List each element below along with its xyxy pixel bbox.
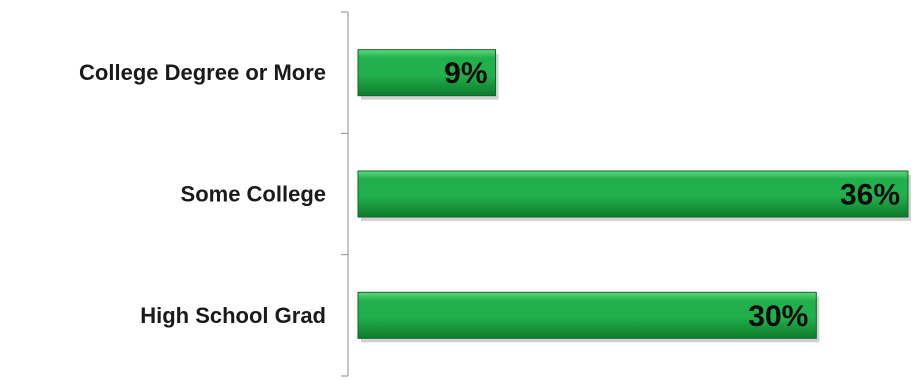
category-label: College Degree or More: [79, 60, 326, 85]
category-axis: [341, 11, 349, 377]
category-labels: College Degree or More Some College High S…: [79, 60, 326, 328]
data-label: 30%: [748, 300, 808, 333]
data-label: 36%: [840, 179, 900, 212]
bar-3: [357, 291, 817, 339]
data-label: 9%: [444, 57, 487, 90]
bar-series: [357, 49, 911, 343]
category-label: Some College: [181, 182, 326, 207]
data-labels: 9% 36% 30%: [444, 57, 900, 333]
bar-1: [357, 49, 496, 97]
bar-2: [357, 170, 909, 218]
category-label: High School Grad: [140, 303, 326, 328]
